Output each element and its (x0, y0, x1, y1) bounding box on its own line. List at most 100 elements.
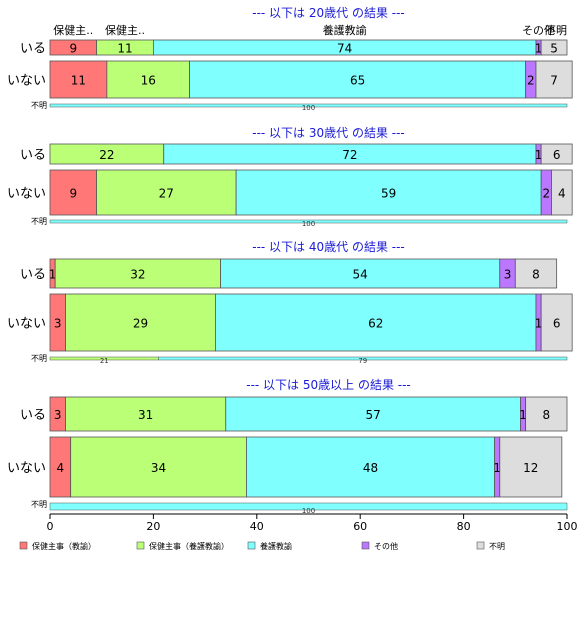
bar-value-label: 27 (159, 187, 174, 201)
bar-segment (158, 356, 568, 361)
bar-value-label: 7 (550, 74, 558, 88)
bar-value-label: 2 (542, 187, 550, 201)
legend-label: その他 (374, 541, 398, 551)
bar-segment (225, 396, 521, 432)
bar-segment (49, 103, 568, 108)
panel-title: --- 以下は 40歳代 の結果 --- (252, 240, 405, 254)
bar-segment (499, 436, 563, 498)
bar-value-label: 79 (358, 357, 367, 365)
x-tick-label: 0 (47, 520, 54, 533)
bar-value-label: 8 (542, 408, 550, 422)
legend-label: 保健主事（養護教諭） (149, 541, 229, 551)
category-header: 保健主.. (105, 23, 145, 37)
category-header: 保健主.. (53, 23, 93, 37)
panel-title: --- 以下は 20歳代 の結果 --- (252, 6, 405, 20)
bar-value-label: 34 (151, 461, 166, 475)
bar-value-label: 1 (49, 268, 57, 282)
bar-value-label: 1 (493, 461, 501, 475)
bar-segment (96, 169, 237, 216)
bar-segment (525, 396, 568, 432)
legend-swatch (136, 541, 145, 550)
bar-value-label: 3 (54, 408, 62, 422)
legend-label: 保健主事（教諭） (32, 541, 96, 551)
bar-segment (235, 169, 542, 216)
bar-value-label: 100 (302, 507, 315, 515)
bar-value-label: 16 (141, 74, 156, 88)
row-label: いない (7, 317, 46, 332)
bar-value-label: 4 (558, 187, 566, 201)
x-tick-label: 40 (250, 520, 264, 533)
bar-value-label: 3 (54, 317, 62, 331)
bar-value-label: 1 (519, 408, 527, 422)
legend-label: 養護教諭 (260, 541, 292, 551)
x-tick-label: 100 (557, 520, 578, 533)
row-label: 不明 (31, 354, 47, 363)
bar-value-label: 9 (69, 42, 77, 56)
bar-value-label: 59 (381, 187, 396, 201)
x-tick-label: 60 (353, 520, 367, 533)
row-label: いない (7, 74, 46, 89)
bar-segment (215, 293, 537, 352)
bar-segment (54, 258, 222, 289)
bar-value-label: 21 (100, 357, 109, 365)
bar-segment (49, 219, 568, 224)
bar-segment (551, 169, 573, 216)
bar-value-label: 65 (350, 74, 365, 88)
bar-segment (49, 169, 97, 216)
bar-value-label: 4 (57, 461, 65, 475)
row-label: いる (20, 268, 46, 283)
category-header: 不明 (545, 24, 567, 37)
bar-value-label: 32 (130, 268, 145, 282)
bar-value-label: 12 (523, 461, 538, 475)
bar-value-label: 9 (69, 187, 77, 201)
category-header: 養護教諭 (323, 23, 367, 37)
x-tick-label: 80 (457, 520, 471, 533)
bar-value-label: 3 (504, 268, 512, 282)
row-label: いる (20, 408, 46, 423)
bar-value-label: 6 (553, 317, 561, 331)
bar-value-label: 6 (553, 148, 561, 162)
bar-value-label: 1 (535, 148, 543, 162)
row-label: いる (20, 42, 46, 57)
bar-value-label: 57 (365, 408, 380, 422)
bar-value-label: 11 (117, 42, 132, 56)
row-label: 不明 (31, 101, 47, 110)
legend-label: 不明 (489, 542, 505, 551)
row-label: いない (7, 461, 46, 476)
bar-value-label: 1 (535, 317, 543, 331)
bar-value-label: 29 (133, 317, 148, 331)
bar-segment (540, 143, 573, 165)
bar-value-label: 100 (302, 104, 315, 112)
row-label: 不明 (31, 217, 47, 226)
bar-segment (246, 436, 496, 498)
legend-swatch (19, 541, 28, 550)
panel-title: --- 以下は 30歳代 の結果 --- (252, 126, 405, 140)
bar-segment (540, 39, 568, 56)
bar-segment (49, 60, 108, 99)
bar-segment (70, 436, 247, 498)
bar-segment (106, 60, 190, 99)
bar-value-label: 74 (337, 42, 352, 56)
bar-value-label: 8 (532, 268, 540, 282)
bar-segment (65, 293, 216, 352)
bar-value-label: 62 (368, 317, 383, 331)
x-tick-label: 20 (146, 520, 160, 533)
bar-value-label: 100 (302, 220, 315, 228)
row-label: いる (20, 148, 46, 163)
bar-value-label: 1 (535, 42, 543, 56)
bar-segment (540, 293, 573, 352)
legend-swatch (247, 541, 256, 550)
bar-value-label: 72 (342, 148, 357, 162)
panel-title: --- 以下は 50歳以上 の結果 --- (246, 378, 411, 392)
bar-value-label: 54 (353, 268, 368, 282)
bar-segment (220, 258, 501, 289)
row-label: 不明 (31, 500, 47, 509)
bar-segment (49, 502, 568, 511)
row-label: いない (7, 187, 46, 202)
bar-segment (65, 396, 227, 432)
legend-swatch (361, 541, 370, 550)
category-header: その他 (522, 24, 555, 37)
bar-value-label: 2 (527, 74, 535, 88)
bar-value-label: 22 (99, 148, 114, 162)
